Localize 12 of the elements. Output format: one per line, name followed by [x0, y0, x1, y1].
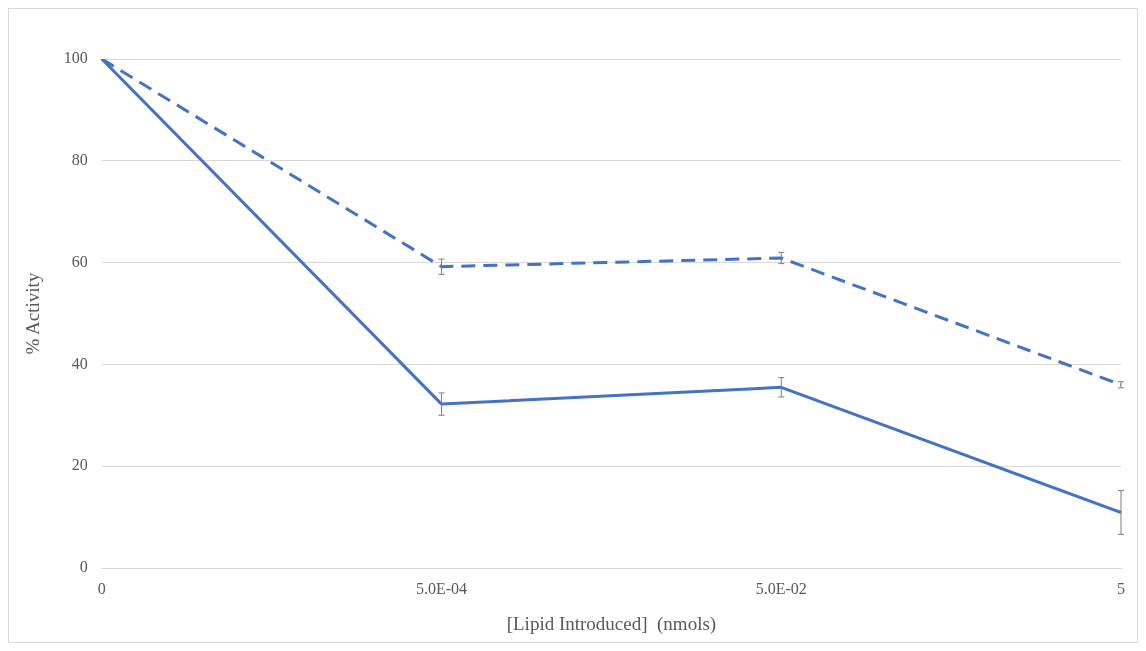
y-tick-label: 100	[63, 49, 88, 67]
y-tick-label: 40	[71, 354, 88, 372]
x-axis-title: [Lipid Introduced] (nmols)	[506, 612, 717, 635]
x-tick-label: 5.0E-04	[415, 579, 468, 597]
x-tick-label: 0	[97, 579, 106, 597]
y-tick-label: 0	[79, 558, 88, 576]
y-tick-label: 60	[71, 252, 88, 270]
x-tick-label: 5	[1117, 579, 1125, 597]
y-tick-label: 80	[71, 151, 88, 168]
x-tick-label: 5.0E-02	[755, 579, 807, 597]
y-axis-title: % Activity	[22, 272, 44, 355]
y-tick-label: 20	[71, 456, 88, 474]
